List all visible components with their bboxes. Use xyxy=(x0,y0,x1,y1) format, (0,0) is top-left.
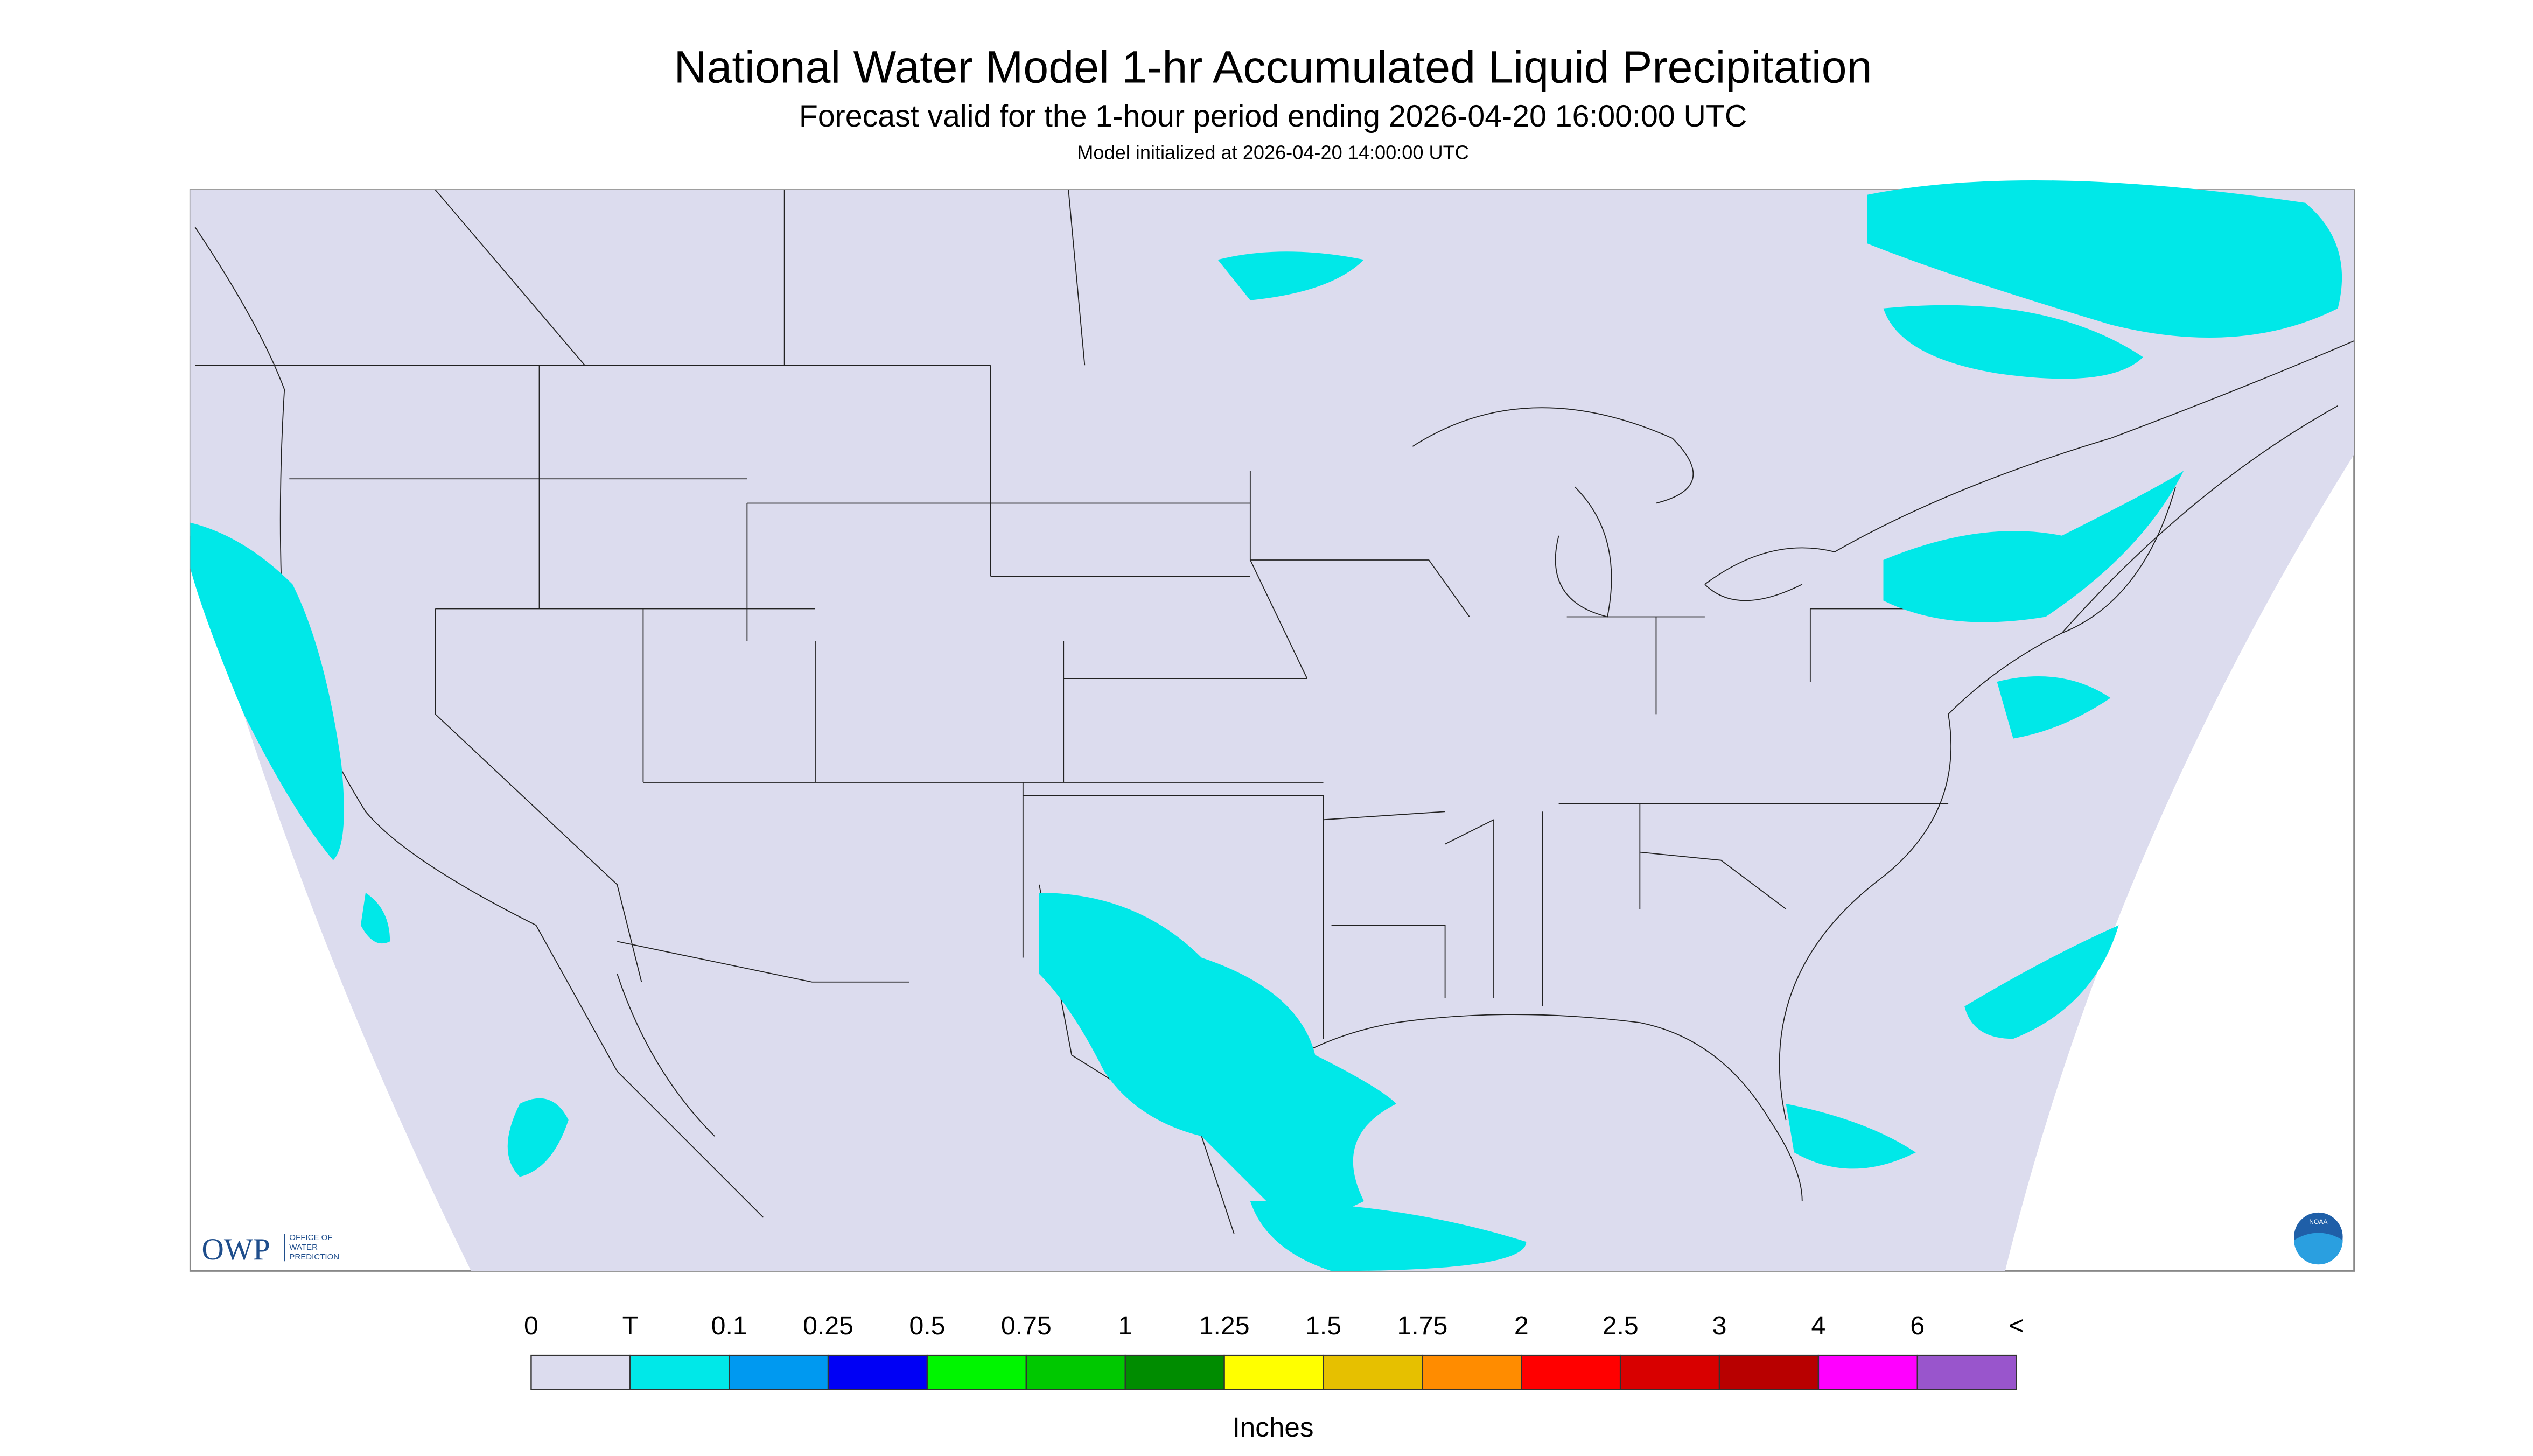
legend-label: 3 xyxy=(1712,1311,1727,1340)
legend-swatch xyxy=(1521,1354,1621,1390)
legend-swatch xyxy=(1619,1354,1720,1390)
subtitle: Forecast valid for the 1-hour period end… xyxy=(799,99,1747,134)
legend-label: 0.25 xyxy=(803,1311,853,1340)
map: OWP OFFICE OF WATER PREDICTION NOAA xyxy=(189,180,2355,1272)
legend-swatch xyxy=(1025,1354,1126,1390)
legend-swatch xyxy=(1124,1354,1225,1390)
legend-swatch xyxy=(827,1354,928,1390)
legend-swatch xyxy=(1718,1354,1820,1390)
legend-unit: Inches xyxy=(1233,1412,1314,1443)
noaa-logo: NOAA xyxy=(2294,1212,2343,1265)
legend-label: 1.5 xyxy=(1305,1311,1341,1340)
legend-label: 2 xyxy=(1514,1311,1529,1340)
owp-logo-line: WATER xyxy=(289,1243,318,1252)
legend-swatch xyxy=(1817,1354,1919,1390)
legend-swatch xyxy=(530,1354,631,1390)
legend-swatch xyxy=(1422,1354,1522,1390)
legend-label: 0.5 xyxy=(909,1311,945,1340)
title: National Water Model 1-hr Accumulated Li… xyxy=(674,42,1872,93)
legend-label: 0.1 xyxy=(711,1311,747,1340)
owp-logo-text: OWP xyxy=(201,1233,270,1266)
legend-label: 2.5 xyxy=(1603,1311,1639,1340)
owp-logo: OWP OFFICE OF WATER PREDICTION xyxy=(201,1233,339,1266)
legend-label: 6 xyxy=(1910,1311,1925,1340)
legend-label: 0 xyxy=(524,1311,538,1340)
legend-swatch xyxy=(728,1354,829,1390)
legend-swatch xyxy=(1223,1354,1324,1390)
legend: 0 T 0.1 0.25 0.5 0.75 1 1.25 1.5 1.75 2 2.5 3 4 6 < xyxy=(524,1311,2024,1390)
legend-swatch xyxy=(926,1354,1027,1390)
legend-label: < xyxy=(2009,1311,2024,1340)
legend-label: 1.25 xyxy=(1199,1311,1250,1340)
owp-logo-line: OFFICE OF xyxy=(289,1233,332,1242)
legend-label: 4 xyxy=(1811,1311,1826,1340)
owp-logo-line: PREDICTION xyxy=(289,1252,339,1262)
legend-label: 1 xyxy=(1118,1311,1132,1340)
legend-swatch xyxy=(1323,1354,1423,1390)
precip-areas xyxy=(190,180,2342,1271)
legend-label: T xyxy=(622,1311,638,1340)
legend-swatch xyxy=(1916,1354,2017,1390)
init-time: Model initialized at 2026-04-20 14:00:00… xyxy=(1077,141,1469,163)
model-domain xyxy=(190,190,2354,1271)
legend-label: 1.75 xyxy=(1397,1311,1447,1340)
legend-label: 0.75 xyxy=(1001,1311,1052,1340)
legend-swatch xyxy=(629,1354,730,1390)
noaa-logo-text: NOAA xyxy=(2309,1218,2328,1226)
